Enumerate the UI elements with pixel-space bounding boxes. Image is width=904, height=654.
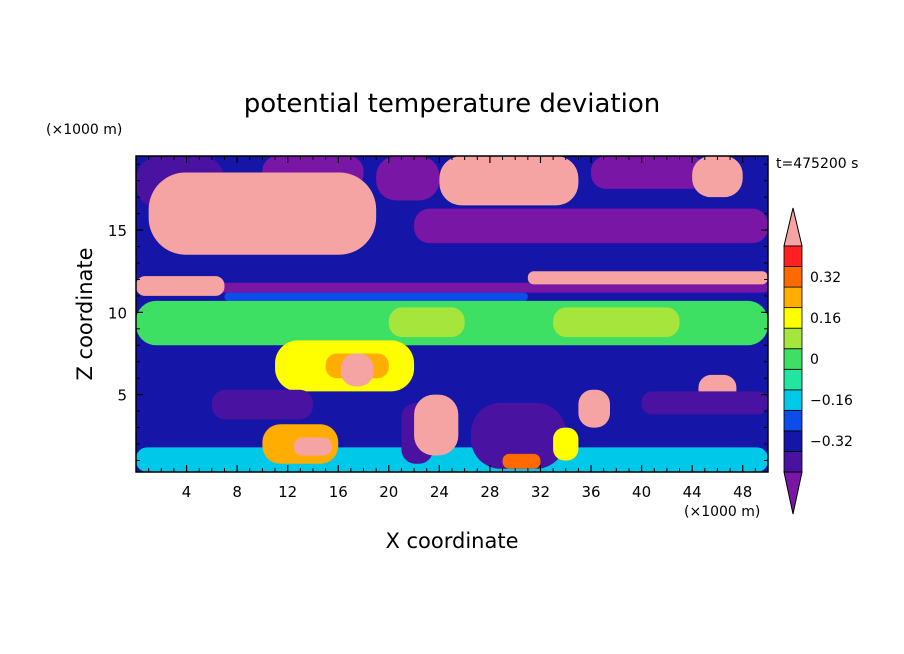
contour-region (148, 172, 377, 255)
contour-region (641, 391, 768, 415)
colorbar-box (783, 430, 803, 452)
x-tick-label: 40 (632, 483, 651, 501)
x-tick-label: 12 (278, 483, 297, 501)
contour-region (470, 402, 566, 469)
contour-field (136, 156, 768, 472)
contour-region (527, 271, 768, 285)
colorbar-box (783, 286, 803, 309)
colorbar: −0.32 −0.16 0 0.16 0.32 (783, 207, 853, 515)
colorbar-box (783, 245, 803, 267)
x-axis: 4 8 12 16 20 24 28 32 36 40 44 48 (148, 156, 756, 501)
colorbar-extend-min (783, 471, 803, 515)
contour-region (340, 353, 374, 387)
contour-region (502, 453, 541, 469)
contour-region (553, 307, 680, 338)
colorbar-tick-label: −0.32 (810, 434, 853, 450)
contour-region (692, 156, 743, 198)
contour-region (136, 276, 225, 296)
time-label: t=475200 s (776, 156, 858, 172)
colorbar-tick-label: 0 (810, 352, 819, 368)
contour-region (414, 394, 459, 456)
contour-region (578, 389, 610, 428)
x-tick-label: 16 (329, 483, 348, 501)
colorbar-box (783, 327, 803, 350)
x-tick-label: 20 (379, 483, 398, 501)
contour-region (294, 437, 332, 456)
y-axis: 5 10 15 (108, 163, 768, 461)
chart-title: potential temperature deviation (244, 89, 660, 119)
x-tick-label: 8 (232, 483, 242, 501)
colorbar-tick-label: −0.16 (810, 393, 853, 409)
contour-region (376, 156, 440, 201)
colorbar-extend-max (783, 207, 803, 247)
colorbar-box (783, 368, 803, 391)
colorbar-box (783, 348, 803, 370)
contour-region (224, 292, 528, 301)
x-tick-label: 4 (182, 483, 192, 501)
contour-region (591, 156, 705, 189)
colorbar-box (783, 409, 803, 432)
contour-region (136, 282, 768, 293)
contour-region (388, 307, 465, 338)
x-tick-label: 28 (480, 483, 499, 501)
x-tick-label: 48 (733, 483, 752, 501)
contour-region (553, 427, 579, 461)
colorbar-box (783, 389, 803, 411)
y-axis-label: Z coordinate (73, 247, 97, 380)
y-tick-label: 5 (117, 387, 127, 405)
x-tick-label: 36 (581, 483, 600, 501)
colorbar-tick-label: 0.16 (810, 311, 841, 327)
x-tick-label: 24 (430, 483, 449, 501)
colorbar-box (783, 266, 803, 288)
y-tick-label: 10 (108, 304, 127, 322)
contour-region (388, 243, 768, 257)
colorbar-box (783, 451, 803, 473)
colorbar-tick-label: 0.32 (810, 270, 841, 286)
x-unit-label: (×1000 m) (684, 504, 760, 520)
contour-region (414, 208, 768, 244)
y-tick-label: 15 (108, 222, 127, 240)
x-tick-label: 44 (683, 483, 702, 501)
contour-region (211, 389, 313, 420)
y-unit-label: (×1000 m) (46, 122, 122, 138)
colorbar-box (783, 307, 803, 329)
x-axis-label: X coordinate (385, 529, 518, 553)
contour-region (439, 156, 579, 206)
x-tick-label: 32 (531, 483, 550, 501)
